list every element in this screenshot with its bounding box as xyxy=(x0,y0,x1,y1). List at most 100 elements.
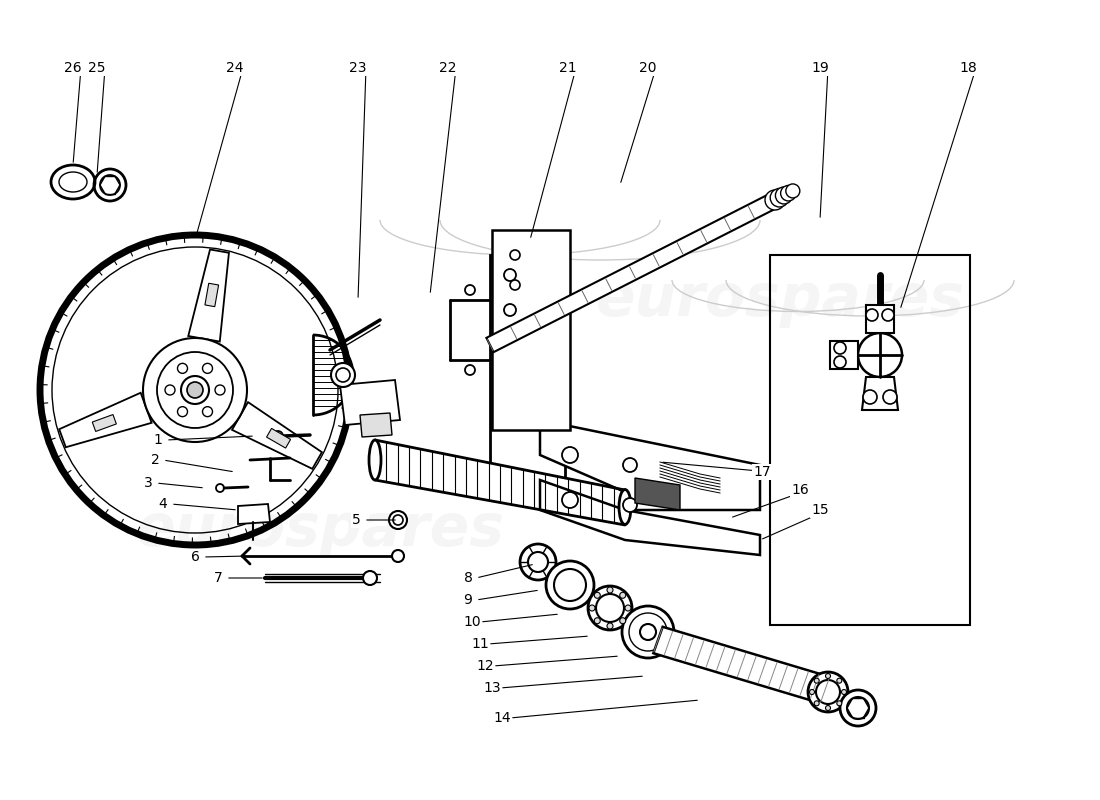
Circle shape xyxy=(810,690,814,694)
Polygon shape xyxy=(862,377,898,410)
Circle shape xyxy=(596,594,624,622)
Circle shape xyxy=(510,250,520,260)
Text: 14: 14 xyxy=(493,711,510,725)
Circle shape xyxy=(157,352,233,428)
Circle shape xyxy=(776,187,792,204)
Circle shape xyxy=(594,618,601,624)
Circle shape xyxy=(336,368,350,382)
Text: 23: 23 xyxy=(350,61,366,75)
Polygon shape xyxy=(205,283,219,306)
Text: 5: 5 xyxy=(352,513,361,527)
Text: 18: 18 xyxy=(959,61,977,75)
Circle shape xyxy=(883,390,896,404)
Circle shape xyxy=(607,623,613,629)
Circle shape xyxy=(177,406,187,417)
Polygon shape xyxy=(375,440,625,525)
Circle shape xyxy=(764,190,785,210)
Polygon shape xyxy=(490,255,565,490)
Circle shape xyxy=(619,618,626,624)
Text: 9: 9 xyxy=(463,593,472,607)
Circle shape xyxy=(363,571,377,585)
Text: 20: 20 xyxy=(639,61,657,75)
Polygon shape xyxy=(232,402,322,469)
Circle shape xyxy=(834,342,846,354)
Circle shape xyxy=(840,690,876,726)
Text: 4: 4 xyxy=(158,497,167,511)
Circle shape xyxy=(837,678,842,683)
Circle shape xyxy=(465,365,475,375)
Text: 13: 13 xyxy=(483,681,500,695)
Circle shape xyxy=(866,309,878,321)
Circle shape xyxy=(202,406,212,417)
Text: 25: 25 xyxy=(88,61,106,75)
Text: 7: 7 xyxy=(213,571,222,585)
Circle shape xyxy=(623,458,637,472)
Text: 6: 6 xyxy=(190,550,199,564)
Text: 22: 22 xyxy=(439,61,456,75)
Circle shape xyxy=(808,672,848,712)
Circle shape xyxy=(770,189,789,207)
Polygon shape xyxy=(492,230,570,430)
Circle shape xyxy=(882,309,894,321)
Circle shape xyxy=(165,385,175,395)
Circle shape xyxy=(588,605,595,611)
Text: 10: 10 xyxy=(463,615,481,629)
Circle shape xyxy=(619,592,626,598)
Circle shape xyxy=(864,390,877,404)
Text: 3: 3 xyxy=(144,476,153,490)
Polygon shape xyxy=(540,480,760,555)
Circle shape xyxy=(640,624,656,640)
Circle shape xyxy=(216,484,224,492)
Text: 24: 24 xyxy=(227,61,244,75)
Circle shape xyxy=(528,552,548,572)
Circle shape xyxy=(520,544,556,580)
Text: eurospares: eurospares xyxy=(135,502,505,558)
Polygon shape xyxy=(360,413,392,437)
Circle shape xyxy=(562,492,578,508)
Circle shape xyxy=(825,674,830,678)
Text: 8: 8 xyxy=(463,571,472,585)
Text: 19: 19 xyxy=(811,61,829,75)
Circle shape xyxy=(389,511,407,529)
Text: 11: 11 xyxy=(471,637,488,651)
Circle shape xyxy=(781,186,796,201)
Circle shape xyxy=(331,363,355,387)
Circle shape xyxy=(182,376,209,404)
Polygon shape xyxy=(92,414,117,431)
Circle shape xyxy=(554,569,586,601)
Circle shape xyxy=(607,587,613,593)
Circle shape xyxy=(625,605,631,611)
Text: eurospares: eurospares xyxy=(595,271,965,329)
Polygon shape xyxy=(830,341,858,369)
Text: 15: 15 xyxy=(811,503,828,517)
Text: 17: 17 xyxy=(754,465,771,479)
Polygon shape xyxy=(653,627,829,703)
Polygon shape xyxy=(635,478,680,510)
Circle shape xyxy=(273,431,283,441)
Circle shape xyxy=(814,701,820,706)
Circle shape xyxy=(785,184,800,198)
Circle shape xyxy=(546,561,594,609)
Ellipse shape xyxy=(619,490,631,525)
Text: 21: 21 xyxy=(559,61,576,75)
Circle shape xyxy=(623,498,637,512)
Polygon shape xyxy=(188,250,229,342)
Circle shape xyxy=(594,592,601,598)
Ellipse shape xyxy=(368,440,381,480)
Circle shape xyxy=(842,690,847,694)
Bar xyxy=(770,255,970,625)
Circle shape xyxy=(214,385,225,395)
Circle shape xyxy=(562,447,578,463)
Circle shape xyxy=(465,285,475,295)
Text: 2: 2 xyxy=(151,453,160,467)
Circle shape xyxy=(858,333,902,377)
Polygon shape xyxy=(866,305,894,333)
Polygon shape xyxy=(540,420,760,510)
Circle shape xyxy=(621,606,674,658)
Polygon shape xyxy=(59,393,152,447)
Circle shape xyxy=(143,338,248,442)
Polygon shape xyxy=(340,380,400,425)
Polygon shape xyxy=(486,193,779,352)
Circle shape xyxy=(504,304,516,316)
Circle shape xyxy=(393,515,403,525)
